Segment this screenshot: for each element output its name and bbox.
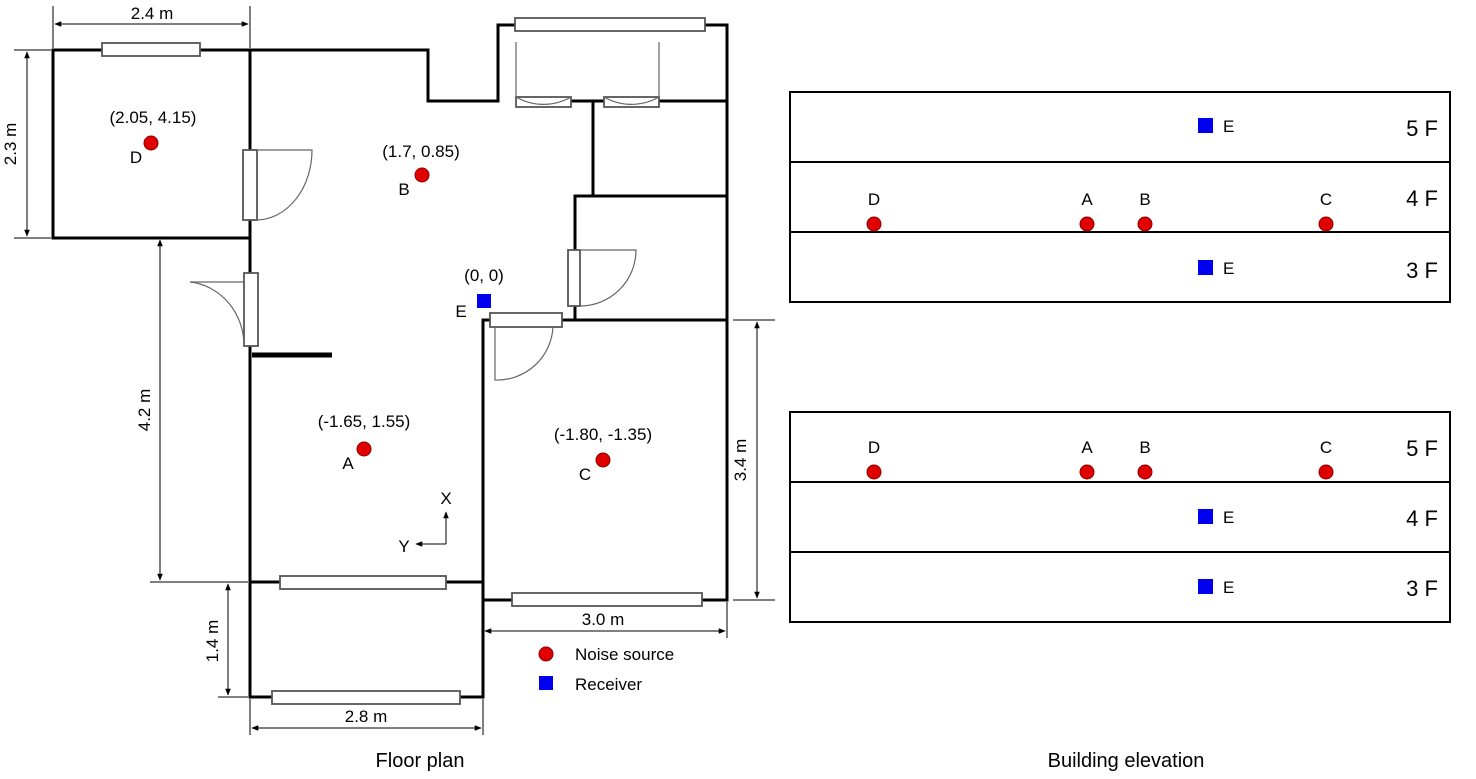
coord-E: (0, 0): [464, 266, 504, 285]
lower-source-C: [1318, 464, 1334, 480]
label-E: E: [455, 302, 466, 321]
lower-source-C-label: C: [1320, 438, 1332, 457]
lower-source-B: [1137, 464, 1153, 480]
upper-source-B: [1137, 216, 1153, 232]
lower-source-B-label: B: [1139, 438, 1150, 457]
label-A: A: [342, 454, 354, 473]
label-C: C: [579, 465, 591, 484]
axis-x-label: X: [440, 489, 451, 508]
measurement-points: (2.05, 4.15) D (1.7, 0.85) B (0, 0) E (-…: [110, 108, 653, 484]
window: [271, 690, 461, 705]
legend: Noise source Receiver: [538, 645, 674, 694]
elevation-caption: Building elevation: [1048, 750, 1205, 772]
upper-source-A: [1079, 216, 1095, 232]
lower-floor-label-4: 4 F: [1406, 506, 1438, 531]
lower-source-D: [866, 464, 882, 480]
upper-source-D: [866, 216, 882, 232]
coord-C: (-1.80, -1.35): [554, 425, 652, 444]
coord-D: (2.05, 4.15): [110, 108, 197, 127]
lower-source-A: [1079, 464, 1095, 480]
upper-receiver-5F: [1198, 118, 1213, 133]
upper-receiver-3F-label: E: [1223, 259, 1234, 278]
legend-receiver-icon: [539, 676, 553, 690]
upper-floor-label-4: 4 F: [1406, 186, 1438, 211]
dim-bottom-width: 2.8 m: [345, 707, 388, 726]
lower-receiver-4F: [1198, 509, 1213, 524]
upper-floor-label-5: 5 F: [1406, 116, 1438, 141]
axis-indicator: X Y: [398, 489, 451, 556]
dimension-lines: 2.4 m 2.3 m 4.2 m 3.4 m 1.4 m 2.8 m 3.0 …: [1, 4, 775, 735]
window: [101, 42, 201, 57]
noise-source-A: [356, 441, 372, 457]
label-B: B: [398, 180, 409, 199]
upper-floor-label-3: 3 F: [1406, 258, 1438, 283]
lower-floor-label-5: 5 F: [1406, 436, 1438, 461]
floor-plan-caption: Floor plan: [376, 750, 465, 772]
axis-y-label: Y: [398, 537, 409, 556]
noise-source-D: [143, 135, 159, 151]
windows: [101, 17, 706, 705]
dim-right-width: 3.0 m: [582, 610, 625, 629]
lower-source-D-label: D: [868, 438, 880, 457]
dim-bottom-height: 1.4 m: [203, 620, 222, 663]
upper-source-C: [1318, 216, 1334, 232]
dim-mid-height: 4.2 m: [135, 389, 154, 432]
coord-B: (1.7, 0.85): [382, 142, 460, 161]
doors: [189, 42, 660, 381]
lower-receiver-3F-label: E: [1223, 578, 1234, 597]
lower-source-A-label: A: [1081, 438, 1093, 457]
elevation-upper: 5 F 4 F 3 F E E D A B C: [789, 91, 1451, 303]
legend-receiver-label: Receiver: [575, 675, 642, 694]
noise-source-C: [595, 452, 611, 468]
label-D: D: [130, 148, 142, 167]
window: [511, 592, 703, 607]
upper-receiver-5F-label: E: [1223, 117, 1234, 136]
upper-source-C-label: C: [1320, 190, 1332, 209]
coord-A: (-1.65, 1.55): [318, 412, 411, 431]
upper-source-A-label: A: [1081, 190, 1093, 209]
noise-source-B: [414, 167, 430, 183]
window: [514, 17, 706, 32]
upper-source-D-label: D: [868, 190, 880, 209]
dim-top-width: 2.4 m: [131, 4, 174, 23]
window: [279, 575, 447, 590]
dim-right-height: 3.4 m: [731, 439, 750, 482]
lower-floor-label-3: 3 F: [1406, 576, 1438, 601]
upper-source-B-label: B: [1139, 190, 1150, 209]
lower-receiver-3F: [1198, 579, 1213, 594]
building-elevation: 5 F 4 F 3 F E E D A B C 5 F 4 F 3 F D: [789, 91, 1451, 772]
lower-receiver-4F-label: E: [1223, 508, 1234, 527]
dim-left-height: 2.3 m: [1, 123, 20, 166]
legend-source-label: Noise source: [575, 645, 674, 664]
legend-source-icon: [538, 646, 554, 662]
upper-receiver-3F: [1198, 260, 1213, 275]
floor-plan: 2.4 m 2.3 m 4.2 m 3.4 m 1.4 m 2.8 m 3.0 …: [1, 4, 775, 772]
elevation-lower: 5 F 4 F 3 F D A B C E E: [789, 411, 1451, 623]
receiver-E: [477, 294, 491, 308]
